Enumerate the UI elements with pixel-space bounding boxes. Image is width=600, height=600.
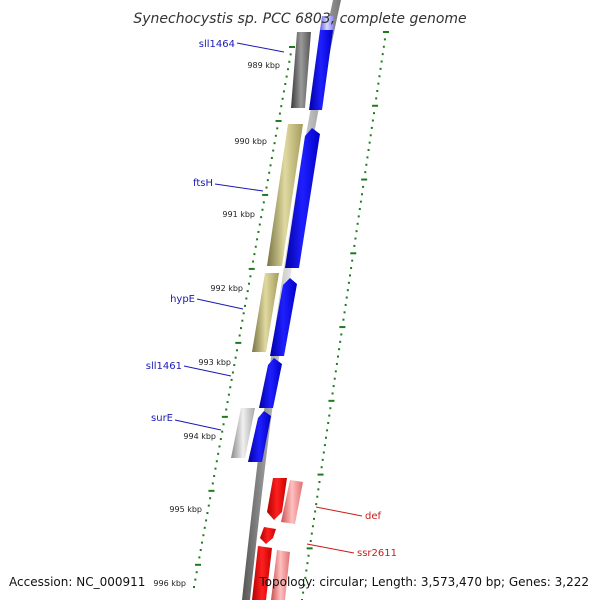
inner-tick-ring	[193, 46, 295, 588]
tick-label: 991 kbp	[222, 210, 255, 219]
genome-backbone	[242, 0, 341, 600]
gene-lane	[248, 16, 334, 600]
feature-box-pink	[271, 550, 290, 600]
tick-label: 989 kbp	[247, 61, 280, 70]
gene-label-ssr2611[interactable]: ssr2611	[357, 548, 397, 559]
tick-label: 993 kbp	[198, 358, 231, 367]
tick-label: 992 kbp	[210, 284, 243, 293]
feature-box-khaki	[252, 273, 279, 352]
gene-label-surE[interactable]: surE	[151, 413, 173, 424]
gene-label-hypE[interactable]: hypE	[170, 294, 195, 305]
feature-lane	[231, 32, 311, 600]
gene-arrow-surE[interactable]	[248, 411, 271, 462]
gene-arrow-sll1461[interactable]	[259, 358, 282, 408]
gene-labels: sll1464 ftsH hypE sll1461 surE def ssr26…	[146, 39, 397, 559]
gene-label-sll1461[interactable]: sll1461	[146, 361, 182, 372]
feature-box-silver	[231, 408, 255, 458]
accession-text: Accession: NC_000911	[9, 575, 145, 589]
gene-arrow-sll1464-top	[320, 16, 334, 30]
gene-arrow-hypE[interactable]	[270, 278, 297, 356]
tick-label: 996 kbp	[153, 579, 186, 588]
kbp-labels: 989 kbp 990 kbp 991 kbp 992 kbp 993 kbp …	[153, 61, 280, 588]
outer-tick-ring	[301, 31, 389, 600]
map-title: Synechocystis sp. PCC 6803, complete gen…	[133, 11, 466, 27]
gene-arrow-next[interactable]	[252, 546, 272, 600]
gene-label-def[interactable]: def	[365, 511, 382, 522]
gene-arrow-sll1464[interactable]	[309, 30, 333, 110]
feature-box-khaki	[267, 124, 303, 266]
gene-arrow-ssr2611[interactable]	[260, 527, 276, 544]
gene-label-ftsH[interactable]: ftsH	[193, 178, 213, 189]
feature-box-dark	[291, 32, 311, 108]
topology-text: Topology: circular; Length: 3,573,470 bp…	[258, 575, 589, 589]
gene-label-sll1464[interactable]: sll1464	[199, 39, 235, 50]
gene-arrow-def[interactable]	[267, 478, 287, 520]
tick-label: 994 kbp	[183, 432, 216, 441]
tick-label: 995 kbp	[169, 505, 202, 514]
gene-arrow-ftsH[interactable]	[285, 128, 320, 268]
tick-label: 990 kbp	[234, 137, 267, 146]
feature-box-pink	[281, 480, 303, 524]
